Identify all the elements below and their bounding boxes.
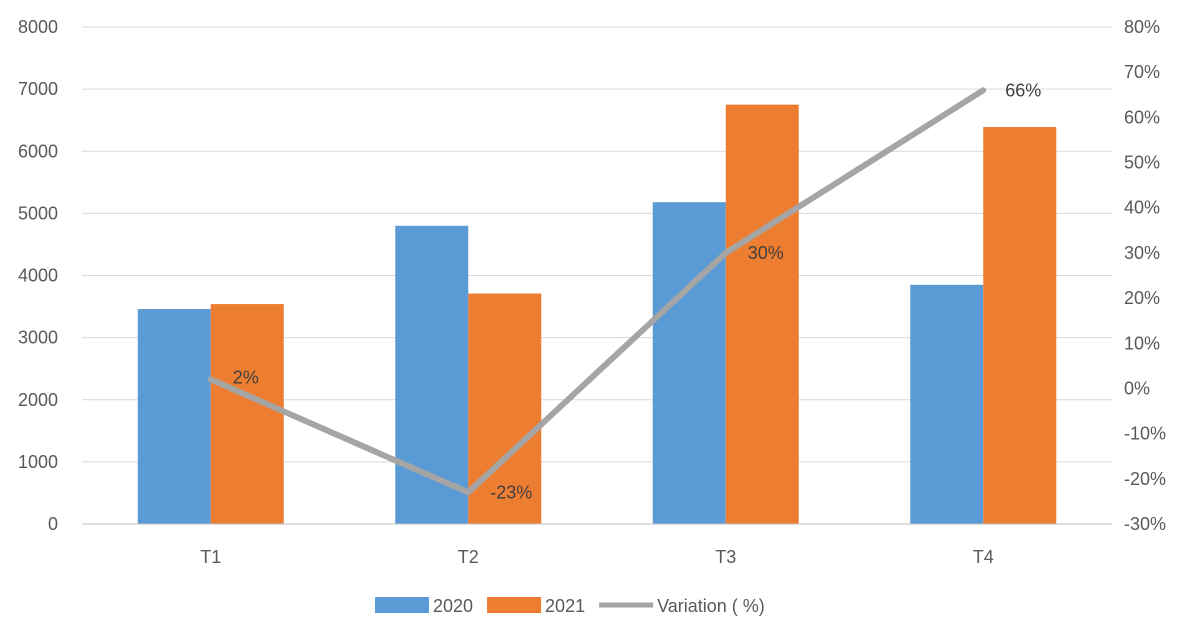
- right-tick-label: -20%: [1124, 469, 1166, 489]
- bar-2020: [910, 284, 984, 524]
- bar-2020: [137, 309, 211, 524]
- bar-2021: [725, 104, 799, 524]
- left-tick-label: 4000: [18, 266, 58, 286]
- legend-label: Variation ( %): [657, 596, 765, 616]
- legend-swatch-2020: [375, 597, 429, 613]
- left-tick-label: 2000: [18, 390, 58, 410]
- variation-data-label: 2%: [233, 367, 259, 387]
- bars: [137, 104, 1057, 525]
- right-tick-label: 80%: [1124, 17, 1160, 37]
- left-tick-label: 5000: [18, 203, 58, 223]
- bar-2021: [210, 304, 284, 524]
- legend-label: 2021: [545, 596, 585, 616]
- legend: 2020 2021 Variation ( %): [375, 596, 765, 616]
- variation-data-label: 66%: [1005, 80, 1041, 100]
- left-tick-label: 0: [48, 514, 58, 534]
- right-tick-label: 70%: [1124, 62, 1160, 82]
- right-tick-label: 10%: [1124, 333, 1160, 353]
- bar-2020: [652, 202, 726, 524]
- variation-line-group: [207, 87, 987, 496]
- right-tick-label: 40%: [1124, 198, 1160, 218]
- variation-line: [207, 87, 987, 496]
- variation-data-label: 30%: [748, 243, 784, 263]
- right-tick-label: 60%: [1124, 107, 1160, 127]
- right-tick-label: 20%: [1124, 288, 1160, 308]
- left-tick-label: 6000: [18, 141, 58, 161]
- x-axis: T1 T2 T3 T4: [82, 523, 1112, 567]
- right-tick-label: 50%: [1124, 153, 1160, 173]
- left-tick-label: 1000: [18, 452, 58, 472]
- variation-data-label: -23%: [490, 482, 532, 502]
- x-tick-label: T2: [458, 547, 479, 567]
- right-tick-label: 30%: [1124, 243, 1160, 263]
- left-tick-label: 3000: [18, 328, 58, 348]
- left-axis-ticks: 0 1000 2000 3000 4000 5000 6000 7000 8000: [18, 17, 58, 534]
- x-tick-label: T4: [973, 547, 994, 567]
- legend-label: 2020: [433, 596, 473, 616]
- x-tick-label: T1: [200, 547, 221, 567]
- bar-2021: [983, 127, 1057, 525]
- right-tick-label: -10%: [1124, 424, 1166, 444]
- left-tick-label: 7000: [18, 79, 58, 99]
- right-axis-ticks: -30% -20% -10% 0% 10% 20% 30% 40% 50% 60% 70% 80%: [1124, 17, 1166, 534]
- right-tick-label: 0%: [1124, 378, 1150, 398]
- right-tick-label: -30%: [1124, 514, 1166, 534]
- bar-2021: [468, 293, 542, 524]
- x-tick-label: T3: [715, 547, 736, 567]
- data-labels: 2% -23% 30% 66%: [233, 80, 1042, 502]
- legend-swatch-2021: [487, 597, 542, 613]
- left-tick-label: 8000: [18, 17, 58, 37]
